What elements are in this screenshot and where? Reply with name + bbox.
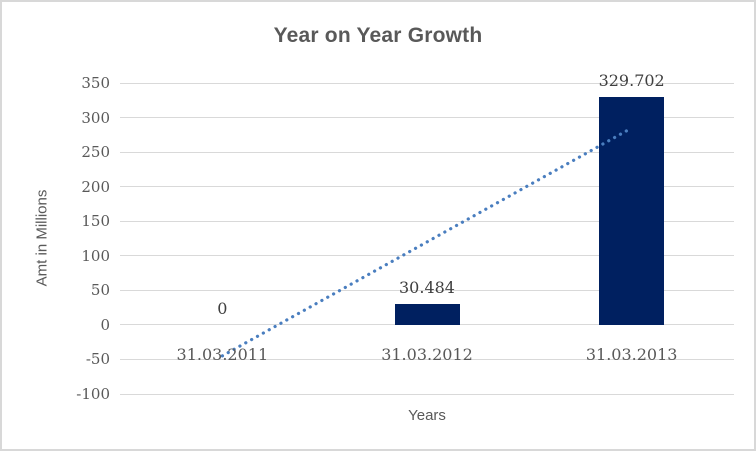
gridline <box>120 289 734 291</box>
gridline <box>120 186 734 188</box>
y-tick-label: -100 <box>76 385 110 403</box>
bar-data-label: 30.484 <box>399 277 455 297</box>
y-tick-label: 200 <box>81 177 110 196</box>
gridline <box>120 82 734 84</box>
gridline <box>120 358 734 360</box>
trendline[interactable] <box>220 126 634 358</box>
y-tick-label: 150 <box>81 212 110 231</box>
bar-31.03.2012[interactable] <box>394 303 460 325</box>
x-category-label: 31.03.2011 <box>176 344 269 364</box>
y-tick-label: 300 <box>81 108 110 127</box>
y-tick-label: 350 <box>81 74 110 92</box>
gridline <box>120 151 734 153</box>
gridline <box>120 324 734 326</box>
x-category-label: 31.03.2013 <box>585 344 678 364</box>
x-category-label: 31.03.2012 <box>381 344 473 364</box>
y-axis-title: Amt in Millions <box>33 189 51 287</box>
plot-area: 0 30.484 329.702 <box>120 72 734 395</box>
trendline-layer <box>220 126 634 358</box>
gridline <box>120 255 734 257</box>
y-tick-label: 250 <box>81 143 110 162</box>
chart-title: Year on Year Growth <box>273 24 483 47</box>
gridline <box>120 393 734 395</box>
y-tick-label: -50 <box>85 350 110 369</box>
bar-data-label: 0 <box>217 298 228 318</box>
bar-31.03.2013[interactable] <box>599 97 665 325</box>
gridline <box>120 117 734 119</box>
y-tick-label: 0 <box>100 315 110 334</box>
x-axis-title: Years <box>408 407 446 424</box>
bar-data-label: 329.702 <box>598 71 665 91</box>
y-tick-label: 50 <box>90 281 110 300</box>
y-tick-label: 100 <box>81 246 110 265</box>
gridline <box>120 220 734 222</box>
